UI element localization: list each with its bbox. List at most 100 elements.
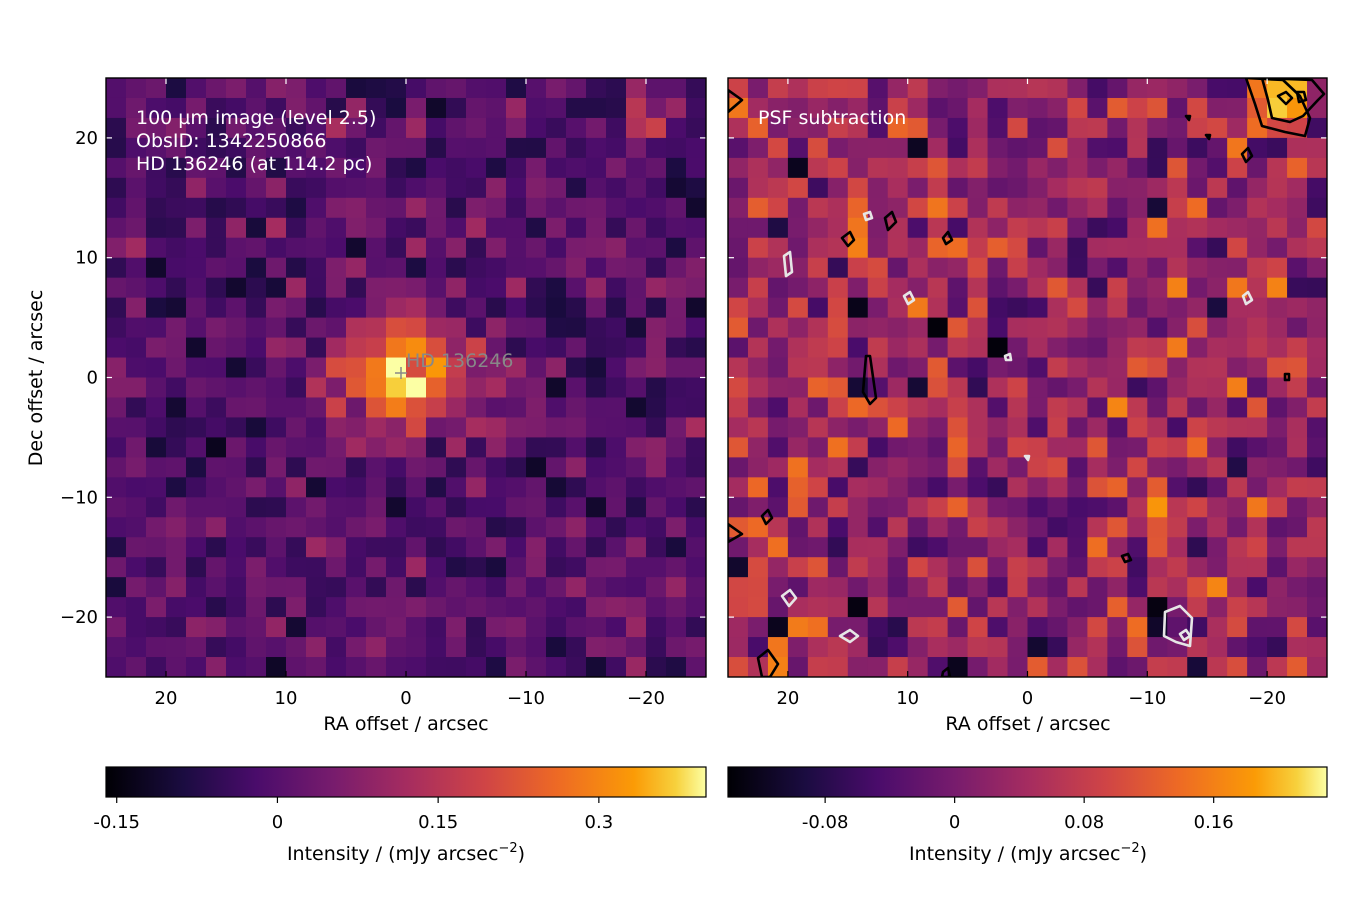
heatmap-pixel xyxy=(646,117,667,139)
heatmap-pixel xyxy=(847,477,869,498)
heatmap-pixel xyxy=(867,317,889,339)
heatmap-pixel xyxy=(947,117,969,139)
heatmap-pixel xyxy=(1287,657,1308,677)
heatmap-pixel xyxy=(126,317,147,339)
heatmap-pixel xyxy=(106,417,127,438)
heatmap-pixel xyxy=(1147,537,1168,558)
heatmap-pixel xyxy=(728,637,749,658)
heatmap-pixel xyxy=(366,557,387,578)
heatmap-pixel xyxy=(907,617,929,638)
heatmap-pixel xyxy=(606,97,627,119)
heatmap-pixel xyxy=(506,477,527,498)
heatmap-pixel xyxy=(1067,157,1088,179)
heatmap-pixel xyxy=(426,537,447,558)
heatmap-pixel xyxy=(206,377,227,399)
x-tick-label: −20 xyxy=(627,688,665,709)
heatmap-pixel xyxy=(246,257,267,279)
y-tick-label: 10 xyxy=(75,248,98,269)
heatmap-pixel xyxy=(1187,78,1208,99)
heatmap-pixel xyxy=(907,237,929,259)
x-tick-label: 20 xyxy=(155,688,178,709)
heatmap-pixel xyxy=(1287,457,1308,478)
heatmap-pixel xyxy=(907,357,929,379)
heatmap-pixel xyxy=(1127,457,1148,478)
heatmap-pixel xyxy=(1067,477,1088,498)
heatmap-pixel xyxy=(146,557,167,578)
heatmap-pixel xyxy=(987,617,1009,638)
heatmap-pixel xyxy=(546,177,567,199)
heatmap-pixel xyxy=(1047,437,1069,458)
heatmap-pixel xyxy=(1207,197,1228,219)
heatmap-pixel xyxy=(666,137,687,159)
heatmap-pixel xyxy=(827,377,849,399)
heatmap-pixel xyxy=(767,97,789,119)
heatmap-pixel xyxy=(927,297,949,319)
heatmap-pixel xyxy=(767,237,789,259)
heatmap-pixel xyxy=(506,237,527,259)
heatmap-pixel xyxy=(1167,177,1188,199)
heatmap-pixel xyxy=(767,417,789,438)
heatmap-pixel xyxy=(1287,317,1308,339)
heatmap-pixel xyxy=(807,577,829,598)
heatmap-pixel xyxy=(1307,457,1327,478)
heatmap-pixel xyxy=(1267,197,1288,219)
heatmap-pixel xyxy=(1167,337,1188,359)
heatmap-pixel xyxy=(266,457,287,478)
heatmap-pixel xyxy=(586,397,607,419)
heatmap-pixel xyxy=(166,557,187,578)
heatmap-pixel xyxy=(486,157,507,179)
heatmap-pixel xyxy=(1027,157,1049,179)
colorbar-tick-label: 0.16 xyxy=(1194,812,1234,833)
heatmap-pixel xyxy=(887,557,909,578)
heatmap-pixel xyxy=(486,497,507,518)
heatmap-pixel xyxy=(646,597,667,618)
heatmap-pixel xyxy=(486,297,507,319)
heatmap-pixel xyxy=(426,217,447,239)
heatmap-pixel xyxy=(967,497,989,518)
heatmap-pixel xyxy=(1247,357,1268,379)
heatmap-pixel xyxy=(747,617,769,638)
heatmap-pixel xyxy=(666,417,687,438)
heatmap-pixel xyxy=(1027,437,1049,458)
heatmap-pixel xyxy=(346,657,367,677)
heatmap-pixel xyxy=(1267,417,1288,438)
heatmap-pixel xyxy=(747,397,769,419)
heatmap-pixel xyxy=(146,297,167,319)
heatmap-pixel xyxy=(1207,137,1228,159)
x-tick-label: 10 xyxy=(275,688,298,709)
heatmap-pixel xyxy=(1027,357,1049,379)
heatmap-pixel xyxy=(286,497,307,518)
heatmap-pixel xyxy=(646,497,667,518)
heatmap-pixel xyxy=(887,397,909,419)
heatmap-pixel xyxy=(767,457,789,478)
heatmap-pixel xyxy=(266,417,287,438)
heatmap-pixel xyxy=(546,277,567,299)
heatmap-pixel xyxy=(947,537,969,558)
heatmap-pixel xyxy=(286,577,307,598)
heatmap-pixel xyxy=(947,557,969,578)
heatmap-pixel xyxy=(106,457,127,478)
heatmap-pixel xyxy=(526,657,547,677)
heatmap-pixel xyxy=(728,357,749,379)
positive-contour xyxy=(861,354,878,406)
heatmap-pixel xyxy=(1007,617,1029,638)
heatmap-pixel xyxy=(606,117,627,139)
heatmap-pixel xyxy=(446,357,467,379)
heatmap-pixel xyxy=(286,257,307,279)
heatmap-pixel xyxy=(1187,297,1208,319)
heatmap-pixel xyxy=(1167,297,1188,319)
heatmap-pixel xyxy=(386,597,407,618)
heatmap-pixel xyxy=(326,97,347,119)
heatmap-pixel xyxy=(366,457,387,478)
heatmap-pixel xyxy=(666,157,687,179)
heatmap-pixel xyxy=(426,657,447,677)
heatmap-pixel xyxy=(1187,217,1208,239)
heatmap-pixel xyxy=(206,97,227,119)
heatmap-pixel xyxy=(246,437,267,458)
heatmap-pixel xyxy=(626,597,647,618)
heatmap-pixel xyxy=(947,657,969,677)
heatmap-pixel xyxy=(1147,337,1168,359)
heatmap-pixel xyxy=(486,337,507,359)
heatmap-pixel xyxy=(126,437,147,458)
heatmap-pixel xyxy=(1067,317,1088,339)
